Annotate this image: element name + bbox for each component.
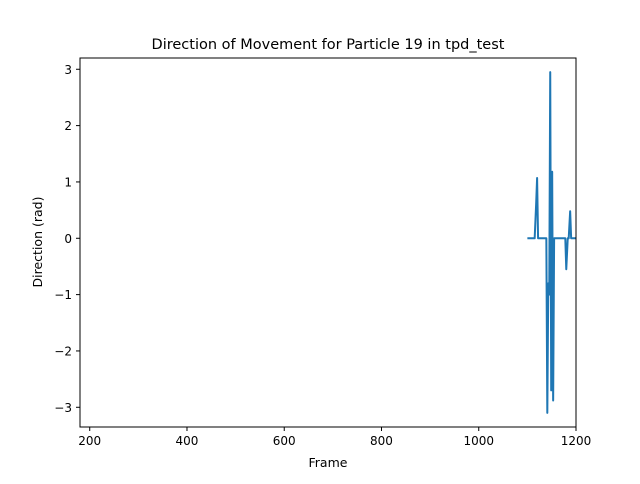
y-tick-label: 2 — [64, 119, 72, 133]
y-tick-label: 3 — [64, 63, 72, 77]
y-tick-label: −3 — [54, 401, 72, 415]
chart-title: Direction of Movement for Particle 19 in… — [152, 37, 505, 53]
x-tick-label: 800 — [370, 434, 393, 448]
x-axis-label: Frame — [309, 455, 348, 470]
plot-area-frame — [79, 57, 577, 428]
series-line — [527, 71, 576, 414]
y-tick-label: −2 — [54, 344, 72, 358]
y-axis-label: Direction (rad) — [30, 197, 45, 288]
x-tick-label: 1200 — [561, 434, 592, 448]
x-tick-label: 1000 — [463, 434, 494, 448]
x-tick-label: 200 — [78, 434, 101, 448]
y-axis-ticks: −3 −2 −1 0 1 2 3 — [54, 63, 80, 415]
y-tick-label: 1 — [64, 175, 72, 189]
x-axis-ticks: 200 400 600 800 1000 1200 — [78, 427, 591, 448]
x-tick-label: 600 — [273, 434, 296, 448]
y-tick-label: −1 — [54, 288, 72, 302]
y-tick-label: 0 — [64, 232, 72, 246]
x-tick-label: 400 — [176, 434, 199, 448]
